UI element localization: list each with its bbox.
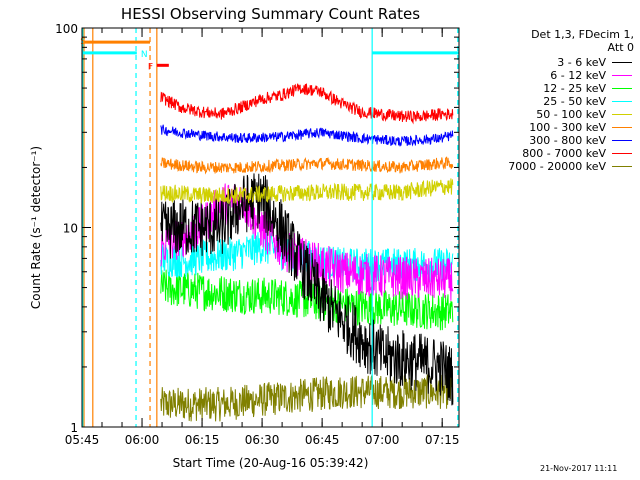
x-tick-label: 06:15 — [185, 433, 220, 447]
series-line — [160, 269, 454, 331]
legend-swatch — [612, 114, 632, 115]
x-axis-label: Start Time (20-Aug-16 05:39:42) — [173, 456, 369, 470]
legend-label: 800 - 7000 keV — [522, 147, 606, 160]
y-tick-label: 100 — [55, 22, 78, 36]
legend-header-line-1: Det 1,3, FDecim 1, — [531, 28, 634, 41]
legend-swatch — [612, 127, 632, 128]
legend-swatch — [612, 75, 632, 76]
series-line — [160, 178, 454, 204]
series-line — [160, 156, 454, 175]
legend-item-300-800-kev: 300 - 800 keV — [480, 134, 634, 147]
legend-item-12-25-kev: 12 - 25 keV — [480, 82, 634, 95]
chart-title: HESSI Observing Summary Count Rates — [121, 5, 420, 23]
legend-swatch — [612, 62, 632, 63]
legend-label: 12 - 25 keV — [543, 82, 606, 95]
legend-item-100-300-kev: 100 - 300 keV — [480, 121, 634, 134]
series-line — [160, 374, 454, 422]
legend-item-3-6-kev: 3 - 6 keV — [480, 56, 634, 69]
flag-label: N — [141, 50, 148, 60]
legend-swatch — [612, 101, 632, 102]
legend-label: 6 - 12 keV — [550, 69, 606, 82]
legend-label: 300 - 800 keV — [529, 134, 606, 147]
generation-timestamp: 21-Nov-2017 11:11 — [540, 464, 618, 473]
legend-header: Det 1,3, FDecim 1, Att 0 — [488, 28, 634, 54]
x-tick-label: 06:45 — [305, 433, 340, 447]
legend-item-25-50-kev: 25 - 50 keV — [480, 95, 634, 108]
series-line — [160, 173, 454, 406]
legend-item-7000-20000-kev: 7000 - 20000 keV — [480, 160, 634, 173]
legend-label: 100 - 300 keV — [529, 121, 606, 134]
y-tick-label: 1 — [70, 421, 78, 435]
y-tick-label: 10 — [63, 222, 78, 236]
flag-label: S — [80, 37, 86, 47]
flag-label: F — [148, 62, 153, 72]
x-tick-label: 06:00 — [125, 433, 160, 447]
x-tick-label: 06:30 — [245, 433, 280, 447]
series-line — [160, 124, 454, 147]
legend-swatch — [612, 166, 632, 167]
legend-swatch — [612, 88, 632, 89]
legend-swatch — [612, 140, 632, 141]
x-tick-label: 05:45 — [65, 433, 100, 447]
y-axis-label: Count Rate (s⁻¹ detector⁻¹) — [29, 146, 43, 309]
x-tick-label: 07:15 — [425, 433, 460, 447]
legend-label: 50 - 100 keV — [536, 108, 606, 121]
legend-item-50-100-kev: 50 - 100 keV — [480, 108, 634, 121]
x-tick-label: 07:00 — [365, 433, 400, 447]
legend-item-6-12-kev: 6 - 12 keV — [480, 69, 634, 82]
legend-label: 7000 - 20000 keV — [508, 160, 606, 173]
legend-label: 3 - 6 keV — [557, 56, 606, 69]
legend-item-800-7000-kev: 800 - 7000 keV — [480, 147, 634, 160]
legend-label: 25 - 50 keV — [543, 95, 606, 108]
legend-swatch — [612, 153, 632, 154]
legend-header-line-2: Att 0 — [607, 41, 634, 54]
series-line — [160, 83, 454, 125]
